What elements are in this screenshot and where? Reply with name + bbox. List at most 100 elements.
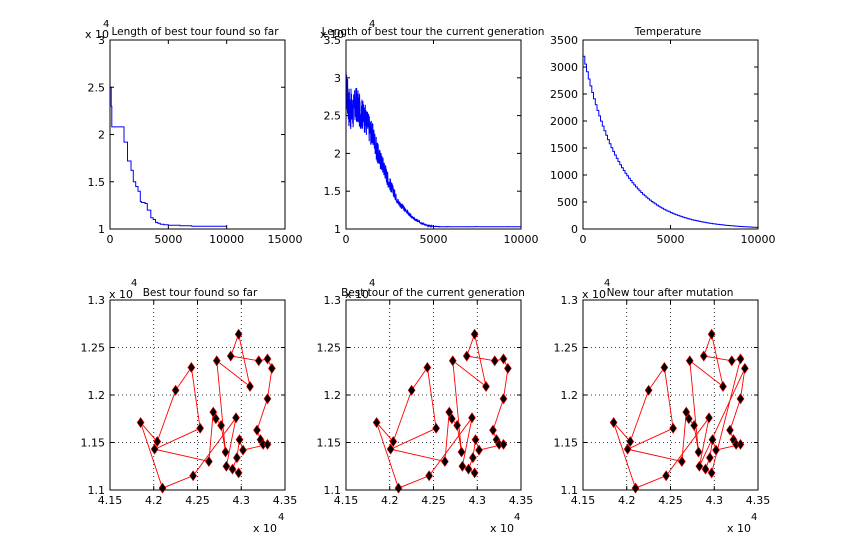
city-marker — [423, 361, 432, 373]
x-tick-label: 0 — [580, 233, 587, 246]
city-marker — [386, 443, 395, 455]
y-tick-label: 1.1 — [561, 484, 579, 497]
x-tick-label: 4.3 — [469, 494, 487, 507]
y-tick-label: 1.3 — [561, 294, 579, 307]
city-marker — [499, 438, 508, 450]
series-line — [110, 86, 227, 227]
city-marker — [626, 436, 635, 448]
city-marker — [263, 353, 272, 365]
city-marker — [705, 412, 713, 424]
city-marker — [504, 362, 512, 374]
subplot-temperature: Temperature — [634, 26, 702, 38]
y-axis-multiplier-power: 4 — [604, 278, 610, 289]
city-marker — [631, 482, 640, 494]
x-tick-label: 4.25 — [185, 494, 210, 507]
city-marker — [685, 413, 693, 425]
y-tick-label: 3000 — [550, 61, 578, 74]
x-tick-label: 5000 — [657, 233, 685, 246]
city-marker — [695, 460, 704, 472]
city-marker — [471, 434, 480, 446]
city-marker — [153, 436, 162, 448]
city-marker — [458, 460, 467, 472]
y-tick-label: 3 — [334, 72, 341, 85]
city-marker — [246, 380, 254, 392]
y-tick-label: 3500 — [550, 34, 578, 47]
y-axis-multiplier: x 10 — [85, 28, 109, 41]
y-axis-multiplier: x 10 — [345, 288, 369, 301]
y-tick-label: 1500 — [550, 142, 578, 155]
x-tick-label: 4.2 — [381, 494, 399, 507]
y-tick-label: 1.2 — [324, 389, 342, 402]
y-tick-label: 2.5 — [88, 81, 106, 94]
y-tick-label: 1.3 — [88, 294, 106, 307]
y-tick-label: 1.1 — [88, 484, 106, 497]
y-tick-label: 2 — [334, 147, 341, 160]
city-marker — [226, 350, 235, 362]
city-marker — [187, 361, 196, 373]
x-tick-label: 4.25 — [421, 494, 446, 507]
city-marker — [228, 463, 237, 475]
city-marker — [464, 463, 473, 475]
x-tick-label: 4.15 — [571, 494, 596, 507]
city-marker — [719, 380, 727, 392]
city-marker — [453, 419, 461, 431]
x-tick-label: 5000 — [420, 233, 448, 246]
y-axis-multiplier-power: 4 — [131, 278, 137, 289]
x-tick-label: 4.3 — [706, 494, 724, 507]
city-marker — [470, 467, 479, 479]
city-marker — [158, 482, 167, 494]
y-tick-label: 1.15 — [554, 437, 579, 450]
city-marker — [727, 355, 736, 367]
y-tick-label: 1.2 — [88, 389, 106, 402]
y-tick-label: 1 — [98, 223, 105, 236]
subplot-best-tour-map: Best tour found so far x 10 4 x 10 4 — [109, 278, 284, 535]
city-marker — [669, 422, 677, 434]
y-tick-label: 1.5 — [88, 176, 106, 189]
y-axis-multiplier: x 10 — [109, 288, 133, 301]
city-marker — [736, 393, 745, 405]
city-marker — [394, 482, 403, 494]
y-axis-multiplier-power: 4 — [369, 278, 375, 289]
city-marker — [660, 361, 669, 373]
city-marker — [462, 350, 471, 362]
city-marker — [482, 380, 490, 392]
y-tick-label: 1.25 — [554, 342, 579, 355]
x-tick-label: 4.3 — [233, 494, 251, 507]
city-marker — [490, 355, 499, 367]
city-marker — [662, 470, 670, 482]
y-tick-label: 1000 — [550, 169, 578, 182]
y-tick-label: 1 — [334, 223, 341, 236]
city-marker — [701, 463, 710, 475]
subplot-title: Length of best tour found so far — [111, 26, 279, 38]
city-marker — [736, 438, 745, 450]
city-marker — [171, 384, 180, 396]
y-tick-label: 2 — [98, 129, 105, 142]
city-marker — [468, 412, 476, 424]
series-line — [583, 55, 758, 228]
city-marker — [736, 353, 745, 365]
city-marker — [189, 470, 197, 482]
city-marker — [712, 444, 720, 456]
subplot-mutated-tour-map: New tour after mutation x 10 4 x 10 4 — [582, 278, 757, 535]
subplot-title: Length of best tour the current generati… — [322, 26, 545, 38]
city-marker — [457, 446, 466, 458]
city-marker — [469, 452, 477, 464]
city-marker — [254, 355, 263, 367]
city-marker — [644, 384, 653, 396]
x-axis-multiplier: x 10 — [253, 522, 277, 535]
y-tick-label: 2500 — [550, 88, 578, 101]
y-tick-label: 2000 — [550, 115, 578, 128]
y-tick-label: 0 — [571, 223, 578, 236]
y-tick-label: 1.3 — [324, 294, 342, 307]
x-axis-multiplier-power: 4 — [278, 512, 284, 523]
city-marker — [741, 362, 749, 374]
x-tick-label: 4.15 — [334, 494, 359, 507]
x-tick-label: 0 — [343, 233, 350, 246]
city-marker — [623, 443, 632, 455]
x-tick-label: 4.35 — [509, 494, 534, 507]
city-marker — [706, 452, 714, 464]
city-marker — [407, 384, 416, 396]
city-marker — [205, 455, 213, 468]
x-axis-multiplier: x 10 — [490, 522, 514, 535]
